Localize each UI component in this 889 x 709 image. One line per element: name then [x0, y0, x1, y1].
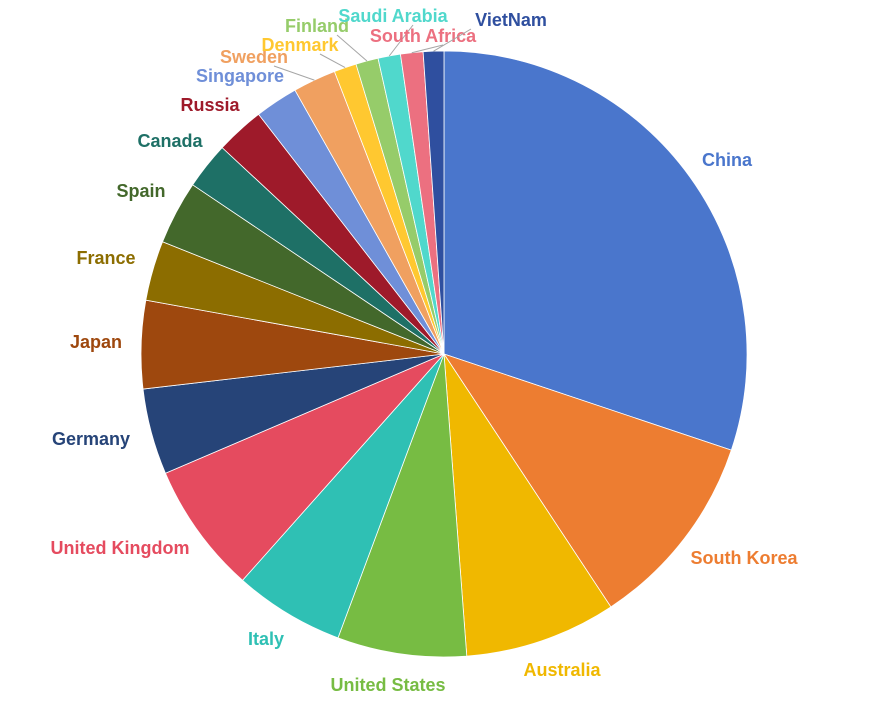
- slice-label: Saudi Arabia: [338, 6, 448, 26]
- pie-slice: [337, 353, 468, 658]
- leader-line: [319, 53, 346, 69]
- slice-label: Germany: [52, 429, 130, 449]
- slice-label: Denmark: [261, 35, 339, 55]
- slice-label: United Kingdom: [51, 538, 190, 558]
- slice-label: United States: [330, 675, 445, 695]
- leader-line: [411, 44, 444, 54]
- slice-label: Spain: [116, 181, 165, 201]
- leader-line: [433, 28, 472, 52]
- pie-slice: [443, 353, 732, 608]
- slice-label: China: [702, 150, 753, 170]
- slice-label: South Korea: [690, 548, 798, 568]
- pie-slice: [443, 50, 748, 451]
- pie-slice: [164, 353, 445, 581]
- pie-slice: [443, 352, 612, 657]
- slice-label: Singapore: [196, 66, 284, 86]
- slice-label: France: [76, 248, 135, 268]
- slice-label: Japan: [70, 332, 122, 352]
- slice-label: Finland: [285, 16, 349, 36]
- slice-label: South Africa: [370, 26, 477, 46]
- slice-label: Sweden: [220, 47, 288, 67]
- leader-line: [273, 65, 315, 81]
- slice-label: Russia: [180, 95, 240, 115]
- slice-label: Italy: [248, 629, 284, 649]
- leader-line: [388, 24, 414, 57]
- leader-line: [336, 34, 368, 62]
- slice-label: VietNam: [475, 10, 547, 30]
- slice-label: Australia: [523, 660, 601, 680]
- slice-label: Canada: [137, 131, 203, 151]
